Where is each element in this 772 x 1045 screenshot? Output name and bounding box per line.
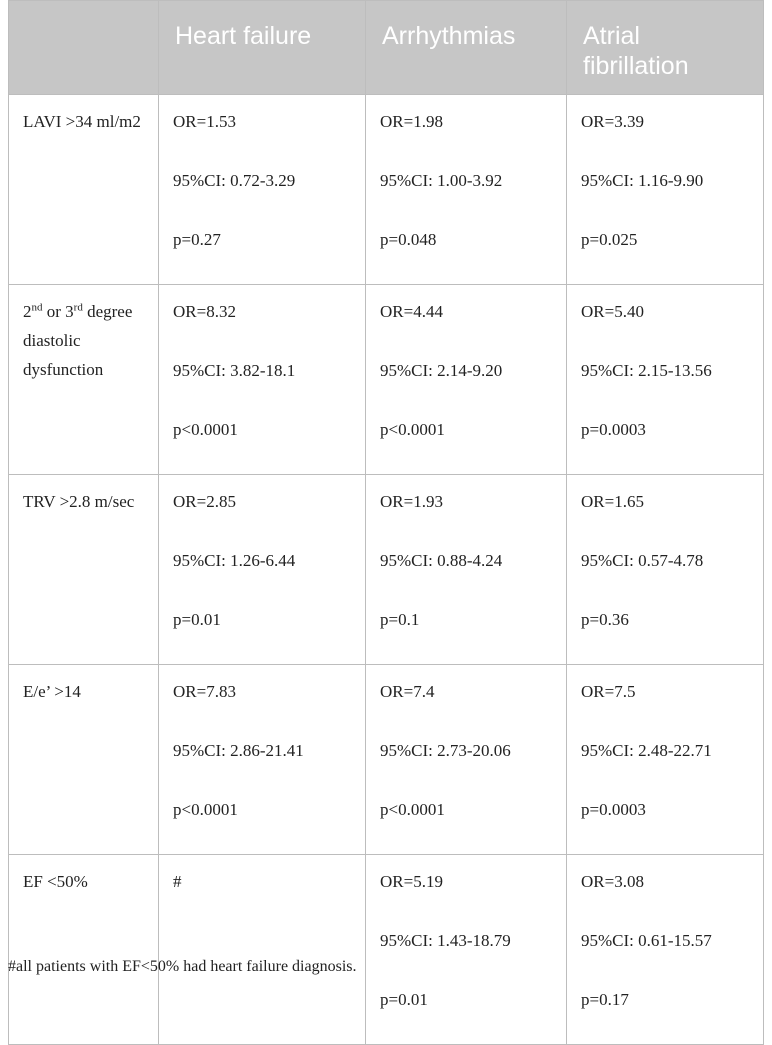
cell-line: OR=8.32 — [173, 302, 236, 321]
data-cell: OR=4.44 95%CI: 2.14-9.20 p<0.0001 — [365, 284, 567, 475]
cell-line: OR=5.40 — [581, 302, 644, 321]
label-text: degree diastolic dysfunction — [23, 302, 133, 379]
header-row: Heart failure Arrhythmias Atrial fibrillat… — [8, 0, 764, 95]
cell-line: p=0.1 — [380, 610, 420, 629]
data-cell: OR=8.32 95%CI: 3.82-18.1 p<0.0001 — [158, 284, 366, 475]
cell-line: OR=5.19 — [380, 872, 443, 891]
data-cell: OR=7.5 95%CI: 2.48-22.71 p=0.0003 — [566, 664, 764, 855]
table-row: 2nd or 3rd degree diastolic dysfunction O… — [8, 284, 764, 475]
page: {"table": { "header": ["", "Heart failur… — [8, 0, 764, 1045]
data-cell: # — [158, 854, 366, 1045]
cell-line: p<0.0001 — [173, 420, 238, 439]
row-label: E/e’ >14 — [8, 664, 159, 855]
results-table: Heart failure Arrhythmias Atrial fibrillat… — [8, 0, 764, 1045]
cell-line: p=0.36 — [581, 610, 629, 629]
cell-line: 95%CI: 0.72-3.29 — [173, 171, 296, 190]
data-cell: OR=1.98 95%CI: 1.00-3.92 p=0.048 — [365, 94, 567, 285]
label-text: EF <50% — [23, 872, 88, 891]
row-label: 2nd or 3rd degree diastolic dysfunction — [8, 284, 159, 475]
cell-line: 95%CI: 1.43-18.79 — [380, 931, 511, 950]
data-cell: OR=2.85 95%CI: 1.26-6.44 p=0.01 — [158, 474, 366, 665]
cell-line: OR=7.4 — [380, 682, 435, 701]
cell-line: OR=3.08 — [581, 872, 644, 891]
cell-line: p=0.17 — [581, 990, 629, 1009]
table-row: E/e’ >14 OR=7.83 95%CI: 2.86-21.41 p<0.0001… — [8, 664, 764, 855]
cell-line: 95%CI: 0.88-4.24 — [380, 551, 503, 570]
data-cell: OR=7.4 95%CI: 2.73-20.06 p<0.0001 — [365, 664, 567, 855]
cell-line: OR=7.83 — [173, 682, 236, 701]
data-cell: OR=3.39 95%CI: 1.16-9.90 p=0.025 — [566, 94, 764, 285]
cell-line: 95%CI: 1.00-3.92 — [380, 171, 503, 190]
cell-line: 95%CI: 0.61-15.57 — [581, 931, 712, 950]
cell-line: OR=1.53 — [173, 112, 236, 131]
data-cell: OR=7.83 95%CI: 2.86-21.41 p<0.0001 — [158, 664, 366, 855]
cell-line: p=0.01 — [173, 610, 221, 629]
cell-line: # — [173, 872, 182, 891]
cell-line: p=0.0003 — [581, 420, 646, 439]
label-text: or 3 — [42, 302, 74, 321]
cell-line: 95%CI: 1.16-9.90 — [581, 171, 704, 190]
cell-line: OR=7.5 — [581, 682, 636, 701]
cell-line: OR=3.39 — [581, 112, 644, 131]
cell-line: OR=2.85 — [173, 492, 236, 511]
data-cell: OR=1.93 95%CI: 0.88-4.24 p=0.1 — [365, 474, 567, 665]
footnote: #all patients with EF<50% had heart fail… — [8, 958, 357, 975]
cell-line: p=0.27 — [173, 230, 221, 249]
cell-line: 95%CI: 2.48-22.71 — [581, 741, 712, 760]
cell-line: 95%CI: 2.14-9.20 — [380, 361, 503, 380]
table-row: EF <50% # OR=5.19 95%CI: 1.43-18.79 p=0.01 OR… — [8, 854, 764, 1045]
label-text: LAVI >34 ml/m2 — [23, 112, 141, 131]
row-label: EF <50% — [8, 854, 159, 1045]
cell-line: p<0.0001 — [380, 420, 445, 439]
header-cell — [8, 0, 159, 95]
cell-line: 95%CI: 1.26-6.44 — [173, 551, 296, 570]
cell-line: 95%CI: 2.73-20.06 — [380, 741, 511, 760]
data-cell: OR=1.65 95%CI: 0.57-4.78 p=0.36 — [566, 474, 764, 665]
cell-line: OR=4.44 — [380, 302, 443, 321]
cell-line: p=0.025 — [581, 230, 638, 249]
cell-line: OR=1.93 — [380, 492, 443, 511]
cell-line: 95%CI: 3.82-18.1 — [173, 361, 296, 380]
cell-line: OR=1.65 — [581, 492, 644, 511]
header-cell: Arrhythmias — [365, 0, 567, 95]
superscript: rd — [73, 301, 83, 314]
cell-line: p=0.0003 — [581, 800, 646, 819]
label-text: TRV >2.8 m/sec — [23, 492, 135, 511]
data-cell: OR=1.53 95%CI: 0.72-3.29 p=0.27 — [158, 94, 366, 285]
cell-line: 95%CI: 2.86-21.41 — [173, 741, 304, 760]
data-cell: OR=5.40 95%CI: 2.15-13.56 p=0.0003 — [566, 284, 764, 475]
cell-line: p=0.01 — [380, 990, 428, 1009]
label-text: E/e’ >14 — [23, 682, 81, 701]
table-row: LAVI >34 ml/m2 OR=1.53 95%CI: 0.72-3.29 p=0… — [8, 94, 764, 285]
label-text: 2 — [23, 302, 32, 321]
cell-line: 95%CI: 0.57-4.78 — [581, 551, 704, 570]
header-cell: Heart failure — [158, 0, 366, 95]
data-cell: OR=5.19 95%CI: 1.43-18.79 p=0.01 — [365, 854, 567, 1045]
cell-line: p<0.0001 — [380, 800, 445, 819]
row-label: TRV >2.8 m/sec — [8, 474, 159, 665]
superscript: nd — [31, 301, 43, 314]
data-cell: OR=3.08 95%CI: 0.61-15.57 p=0.17 — [566, 854, 764, 1045]
cell-line: p=0.048 — [380, 230, 437, 249]
cell-line: 95%CI: 2.15-13.56 — [581, 361, 712, 380]
header-cell: Atrial fibrillation — [566, 0, 764, 95]
row-label: LAVI >34 ml/m2 — [8, 94, 159, 285]
cell-line: p<0.0001 — [173, 800, 238, 819]
table-row: TRV >2.8 m/sec OR=2.85 95%CI: 1.26-6.44 p=0… — [8, 474, 764, 665]
cell-line: OR=1.98 — [380, 112, 443, 131]
